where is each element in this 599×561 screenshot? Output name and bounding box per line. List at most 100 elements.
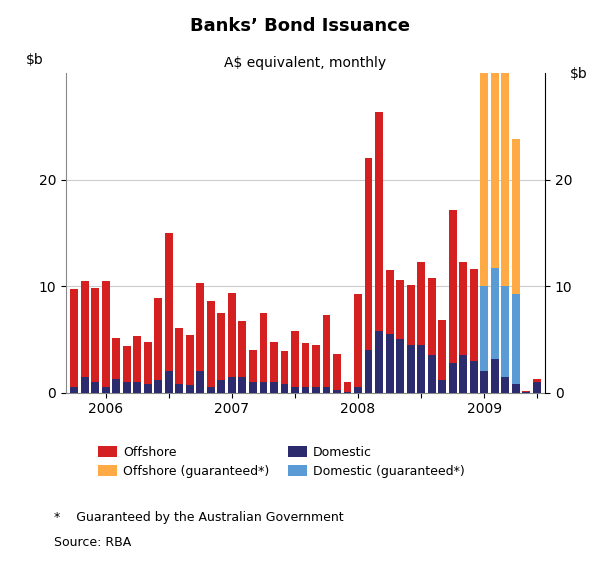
Bar xyxy=(291,388,299,393)
Bar xyxy=(533,379,541,382)
Bar xyxy=(428,278,435,356)
Bar xyxy=(92,382,99,393)
Bar xyxy=(417,261,425,344)
Bar xyxy=(323,315,331,388)
Bar xyxy=(249,350,257,382)
Bar xyxy=(449,210,456,363)
Bar xyxy=(217,313,225,380)
Bar xyxy=(333,389,341,393)
Bar xyxy=(333,355,341,389)
Bar xyxy=(417,344,425,393)
Bar xyxy=(144,384,152,393)
Bar xyxy=(186,385,194,393)
Bar xyxy=(344,382,352,392)
Bar xyxy=(522,392,530,393)
Y-axis label: $b: $b xyxy=(570,67,588,81)
Bar xyxy=(522,390,530,392)
Bar xyxy=(344,392,352,393)
Bar xyxy=(259,382,267,393)
Bar xyxy=(407,285,415,344)
Bar xyxy=(459,356,467,393)
Bar xyxy=(480,371,488,393)
Bar xyxy=(386,270,394,334)
Bar xyxy=(196,283,204,371)
Bar xyxy=(207,301,215,388)
Bar xyxy=(228,292,236,377)
Bar xyxy=(238,377,246,393)
Bar xyxy=(176,384,183,393)
Bar xyxy=(144,342,152,384)
Bar xyxy=(312,344,320,388)
Bar xyxy=(301,343,310,388)
Bar xyxy=(491,268,498,358)
Bar xyxy=(501,377,509,393)
Bar xyxy=(134,382,141,393)
Bar xyxy=(491,358,498,393)
Bar xyxy=(501,293,509,377)
Bar xyxy=(176,328,183,384)
Bar xyxy=(228,377,236,393)
Bar xyxy=(301,388,310,393)
Bar xyxy=(396,339,404,393)
Bar xyxy=(386,334,394,393)
Bar xyxy=(186,335,194,385)
Title: A$ equivalent, monthly: A$ equivalent, monthly xyxy=(225,56,386,70)
Bar xyxy=(375,112,383,331)
Bar xyxy=(70,388,78,393)
Bar xyxy=(280,384,288,393)
Bar xyxy=(533,382,541,393)
Bar xyxy=(165,233,173,371)
Bar xyxy=(375,331,383,393)
Bar xyxy=(196,371,204,393)
Text: Source: RBA: Source: RBA xyxy=(54,536,131,549)
Bar xyxy=(123,382,131,393)
Bar xyxy=(354,293,362,388)
Bar xyxy=(480,291,488,371)
Bar xyxy=(207,388,215,393)
Bar xyxy=(512,293,519,384)
Legend: Offshore, Offshore (guaranteed*), Domestic, Domestic (guaranteed*): Offshore, Offshore (guaranteed*), Domest… xyxy=(93,440,470,483)
Bar xyxy=(449,363,456,393)
Bar xyxy=(270,342,278,382)
Bar xyxy=(480,36,488,286)
Bar xyxy=(512,363,519,384)
Bar xyxy=(365,158,373,350)
Bar xyxy=(312,388,320,393)
Bar xyxy=(512,384,519,393)
Bar xyxy=(155,298,162,380)
Bar xyxy=(217,380,225,393)
Bar xyxy=(70,289,78,388)
Bar xyxy=(470,269,477,361)
Bar xyxy=(428,356,435,393)
Bar xyxy=(396,280,404,339)
Bar xyxy=(81,377,89,393)
Bar xyxy=(491,0,498,268)
Bar xyxy=(134,336,141,382)
Bar xyxy=(165,371,173,393)
Bar xyxy=(291,331,299,388)
Bar xyxy=(438,320,446,380)
Bar xyxy=(354,388,362,393)
Bar xyxy=(238,321,246,377)
Bar xyxy=(501,286,509,377)
Bar xyxy=(270,382,278,393)
Bar xyxy=(155,380,162,393)
Text: Banks’ Bond Issuance: Banks’ Bond Issuance xyxy=(189,17,410,35)
Bar xyxy=(491,292,498,358)
Bar xyxy=(323,388,331,393)
Bar xyxy=(113,379,120,393)
Bar xyxy=(480,286,488,371)
Bar xyxy=(259,313,267,382)
Bar xyxy=(249,382,257,393)
Y-axis label: $b: $b xyxy=(26,53,44,67)
Bar xyxy=(280,351,288,384)
Bar xyxy=(102,388,110,393)
Bar xyxy=(92,288,99,382)
Bar xyxy=(113,338,120,379)
Bar xyxy=(501,73,509,286)
Bar xyxy=(123,346,131,382)
Bar xyxy=(459,261,467,356)
Bar xyxy=(407,344,415,393)
Bar xyxy=(365,350,373,393)
Text: *    Guaranteed by the Australian Government: * Guaranteed by the Australian Governmen… xyxy=(54,511,344,523)
